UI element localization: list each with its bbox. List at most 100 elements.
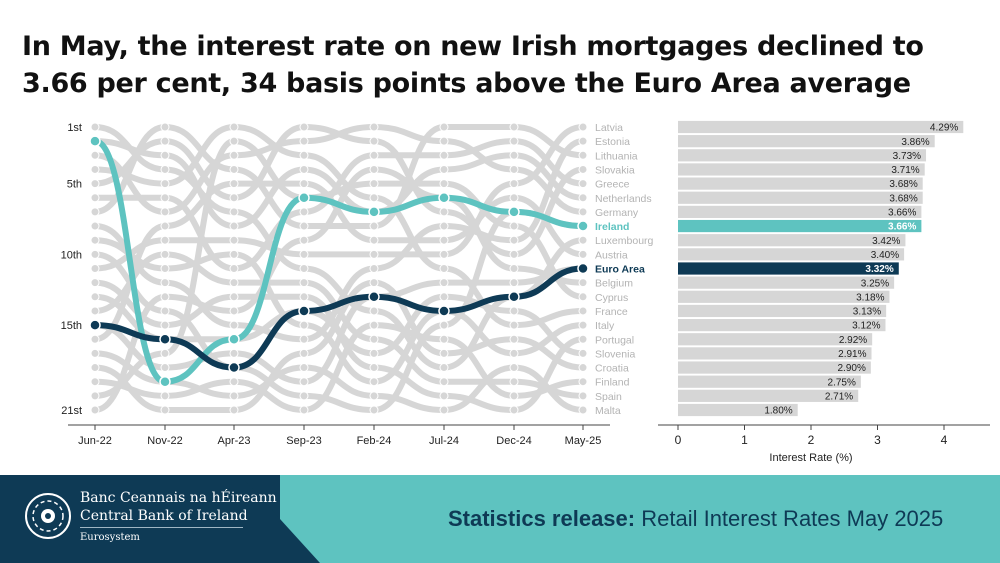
background-rank-line (511, 166, 586, 258)
background-rank-line (441, 152, 517, 173)
series-point-euro-area (508, 291, 520, 303)
background-rank-line (511, 124, 586, 187)
background-rank-dot (160, 179, 170, 189)
background-rank-dot (439, 150, 449, 160)
country-rank-label: Croatia (595, 363, 629, 375)
background-rank-dot (578, 207, 588, 217)
country-rank-label: Luxembourg (595, 235, 654, 247)
background-rank-dot (90, 334, 100, 344)
background-rank-dot (439, 363, 449, 373)
country-rank-label: Latvia (595, 122, 623, 134)
country-rank-label: Italy (595, 320, 615, 332)
background-rank-dot (509, 348, 519, 358)
background-rank-line (511, 124, 586, 159)
background-rank-line (371, 307, 447, 371)
background-rank-line (92, 124, 168, 215)
background-rank-dot (439, 249, 449, 259)
background-rank-line (92, 223, 168, 343)
background-rank-dot (160, 235, 170, 245)
bar-x-axis-title: Interest Rate (%) (769, 452, 852, 464)
background-rank-dot (369, 221, 379, 231)
background-rank-dot (509, 377, 519, 387)
background-rank-dot (90, 150, 100, 160)
background-rank-line (371, 279, 447, 357)
background-rank-dot (439, 391, 449, 401)
background-rank-dot (299, 377, 309, 387)
country-rank-label: France (595, 306, 628, 318)
background-rank-dot (509, 122, 519, 132)
release-title-text: Retail Interest Rates May 2025 (635, 506, 944, 531)
background-rank-line (301, 322, 377, 385)
background-rank-line (441, 336, 517, 399)
background-rank-dot (369, 405, 379, 415)
background-rank-line (92, 279, 168, 329)
bar-france (678, 304, 887, 318)
bar-value-label: 3.40% (871, 250, 899, 261)
background-rank-dot (369, 164, 379, 174)
country-rank-label: Euro Area (595, 264, 645, 276)
footer-divider (240, 475, 320, 563)
background-rank-dot (160, 221, 170, 231)
series-point-euro-area (159, 333, 171, 345)
background-rank-dot (160, 278, 170, 288)
background-rank-line (231, 350, 307, 385)
background-rank-line (231, 208, 307, 272)
background-rank-line (231, 166, 307, 230)
bump-chart-axis: Jun-22 Nov-22 Apr-23 Sep-23 Feb-24 Jul-24 Dec-… (61, 122, 654, 447)
bar-euro-area (678, 262, 899, 275)
bar-x-tick-label: 2 (808, 433, 815, 447)
bar-slovenia (678, 347, 872, 360)
country-rank-label: Finland (595, 377, 630, 389)
bar-value-label: 3.86% (901, 137, 929, 148)
background-rank-dot (299, 122, 309, 132)
background-rank-dot (439, 348, 449, 358)
bar-value-label: 3.12% (852, 321, 880, 332)
background-rank-line (371, 364, 447, 399)
background-rank-dot (299, 221, 309, 231)
bump-x-tick-label: Jul-24 (429, 435, 459, 447)
series-point-euro-area (577, 262, 589, 275)
background-rank-dot (160, 306, 170, 316)
background-rank-dot (229, 306, 239, 316)
bar-value-label: 2.90% (837, 363, 865, 374)
background-rank-dot (90, 405, 100, 415)
background-rank-dot (369, 122, 379, 132)
background-rank-dot (160, 363, 170, 373)
chart-area: Jun-22 Nov-22 Apr-23 Sep-23 Feb-24 Jul-24 Dec-… (61, 120, 990, 464)
bump-chart-background-lines (90, 122, 588, 415)
background-rank-dot (90, 179, 100, 189)
country-rank-label: Estonia (595, 136, 630, 148)
footer: Banc Ceannais na hÉireann Central Bank o… (0, 475, 1000, 563)
eurosystem-label: Eurosystem (80, 532, 140, 543)
background-rank-line (301, 279, 377, 343)
background-rank-dot (90, 264, 100, 273)
background-rank-dot (90, 348, 100, 358)
background-rank-line (301, 152, 377, 215)
bar-portugal (678, 333, 873, 346)
background-rank-line (92, 350, 168, 385)
background-rank-dot (160, 292, 170, 302)
background-rank-dot (369, 377, 379, 387)
background-rank-dot (369, 278, 379, 288)
background-rank-line (231, 124, 307, 201)
series-point-ireland (438, 192, 450, 204)
series-point-ireland (298, 192, 310, 204)
background-rank-dot (578, 391, 588, 401)
background-rank-line (92, 293, 168, 413)
release-title-bold: Statistics release: (448, 506, 636, 531)
background-rank-dot (369, 179, 379, 189)
background-rank-dot (369, 264, 379, 273)
bump-y-rank-label: 15th (61, 320, 82, 332)
bump-y-rank-label: 1st (67, 122, 82, 134)
bar-netherlands (678, 191, 923, 204)
series-line-euro-area (92, 265, 586, 371)
background-rank-line (162, 378, 237, 399)
bar-chart: 4.29%3.86% 3.73% 3.71% 3.68% 3.68% 3.66% 3.66%… (658, 120, 990, 464)
background-rank-dot (229, 122, 239, 132)
bar-value-label: 3.66% (888, 222, 916, 233)
background-rank-dot (160, 136, 170, 146)
background-rank-dot (509, 391, 519, 401)
country-rank-label: Spain (595, 391, 622, 403)
background-rank-dot (299, 150, 309, 160)
background-rank-dot (229, 235, 239, 245)
